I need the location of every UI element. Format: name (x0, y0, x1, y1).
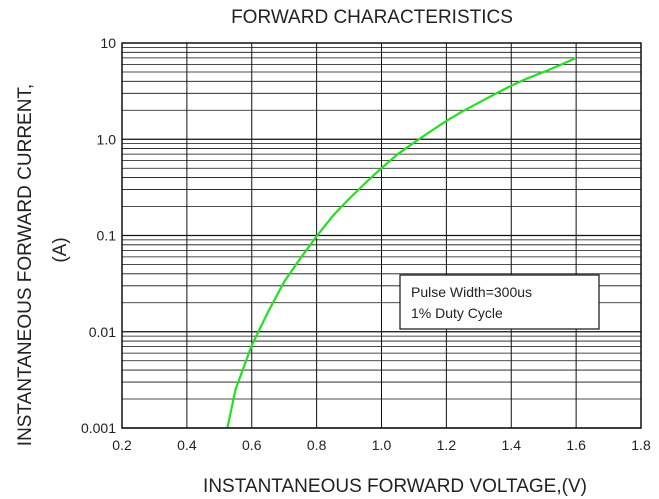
x-tick-label: 1.4 (502, 437, 522, 453)
x-tick-label: 0.4 (177, 437, 197, 453)
x-tick-label: 0.8 (307, 437, 327, 453)
grid (121, 43, 642, 429)
y-tick-label: 10 (100, 35, 116, 51)
x-tick-label: 1.2 (437, 437, 457, 453)
y-tick-label: 0.1 (97, 228, 117, 244)
series-layer (226, 56, 577, 429)
annotation-box: Pulse Width=300us 1% Duty Cycle (399, 274, 600, 330)
annotation-frame (399, 274, 600, 330)
plot-frame (121, 42, 642, 429)
x-tick-label: 1.8 (631, 437, 651, 453)
y-tick-label: 0.001 (81, 420, 116, 436)
y-axis-label-line2: (A) (50, 237, 71, 262)
x-tick-label: 0.6 (242, 437, 262, 453)
y-axis-label-line1: INSTANTANEOUS FORWARD CURRENT, (15, 84, 36, 446)
annotation-line-1: Pulse Width=300us (411, 284, 532, 300)
forward-current-curve (226, 56, 577, 429)
y-tick-label: 0.01 (89, 324, 116, 340)
x-tick-label: 1.0 (372, 437, 392, 453)
x-tick-label: 0.2 (112, 437, 132, 453)
chart-title: FORWARD CHARACTERISTICS (231, 7, 513, 28)
x-axis-label: INSTANTANEOUS FORWARD VOLTAGE,(V) (203, 476, 587, 497)
x-tick-label: 1.6 (566, 437, 586, 453)
tick-labels: 0.2 0.4 0.6 0.8 1.0 1.2 1.4 1.6 1.8 0.001 0.01 0.1 1… (81, 35, 651, 453)
y-tick-label: 1.0 (97, 131, 117, 147)
annotation-line-2: 1% Duty Cycle (411, 305, 503, 321)
